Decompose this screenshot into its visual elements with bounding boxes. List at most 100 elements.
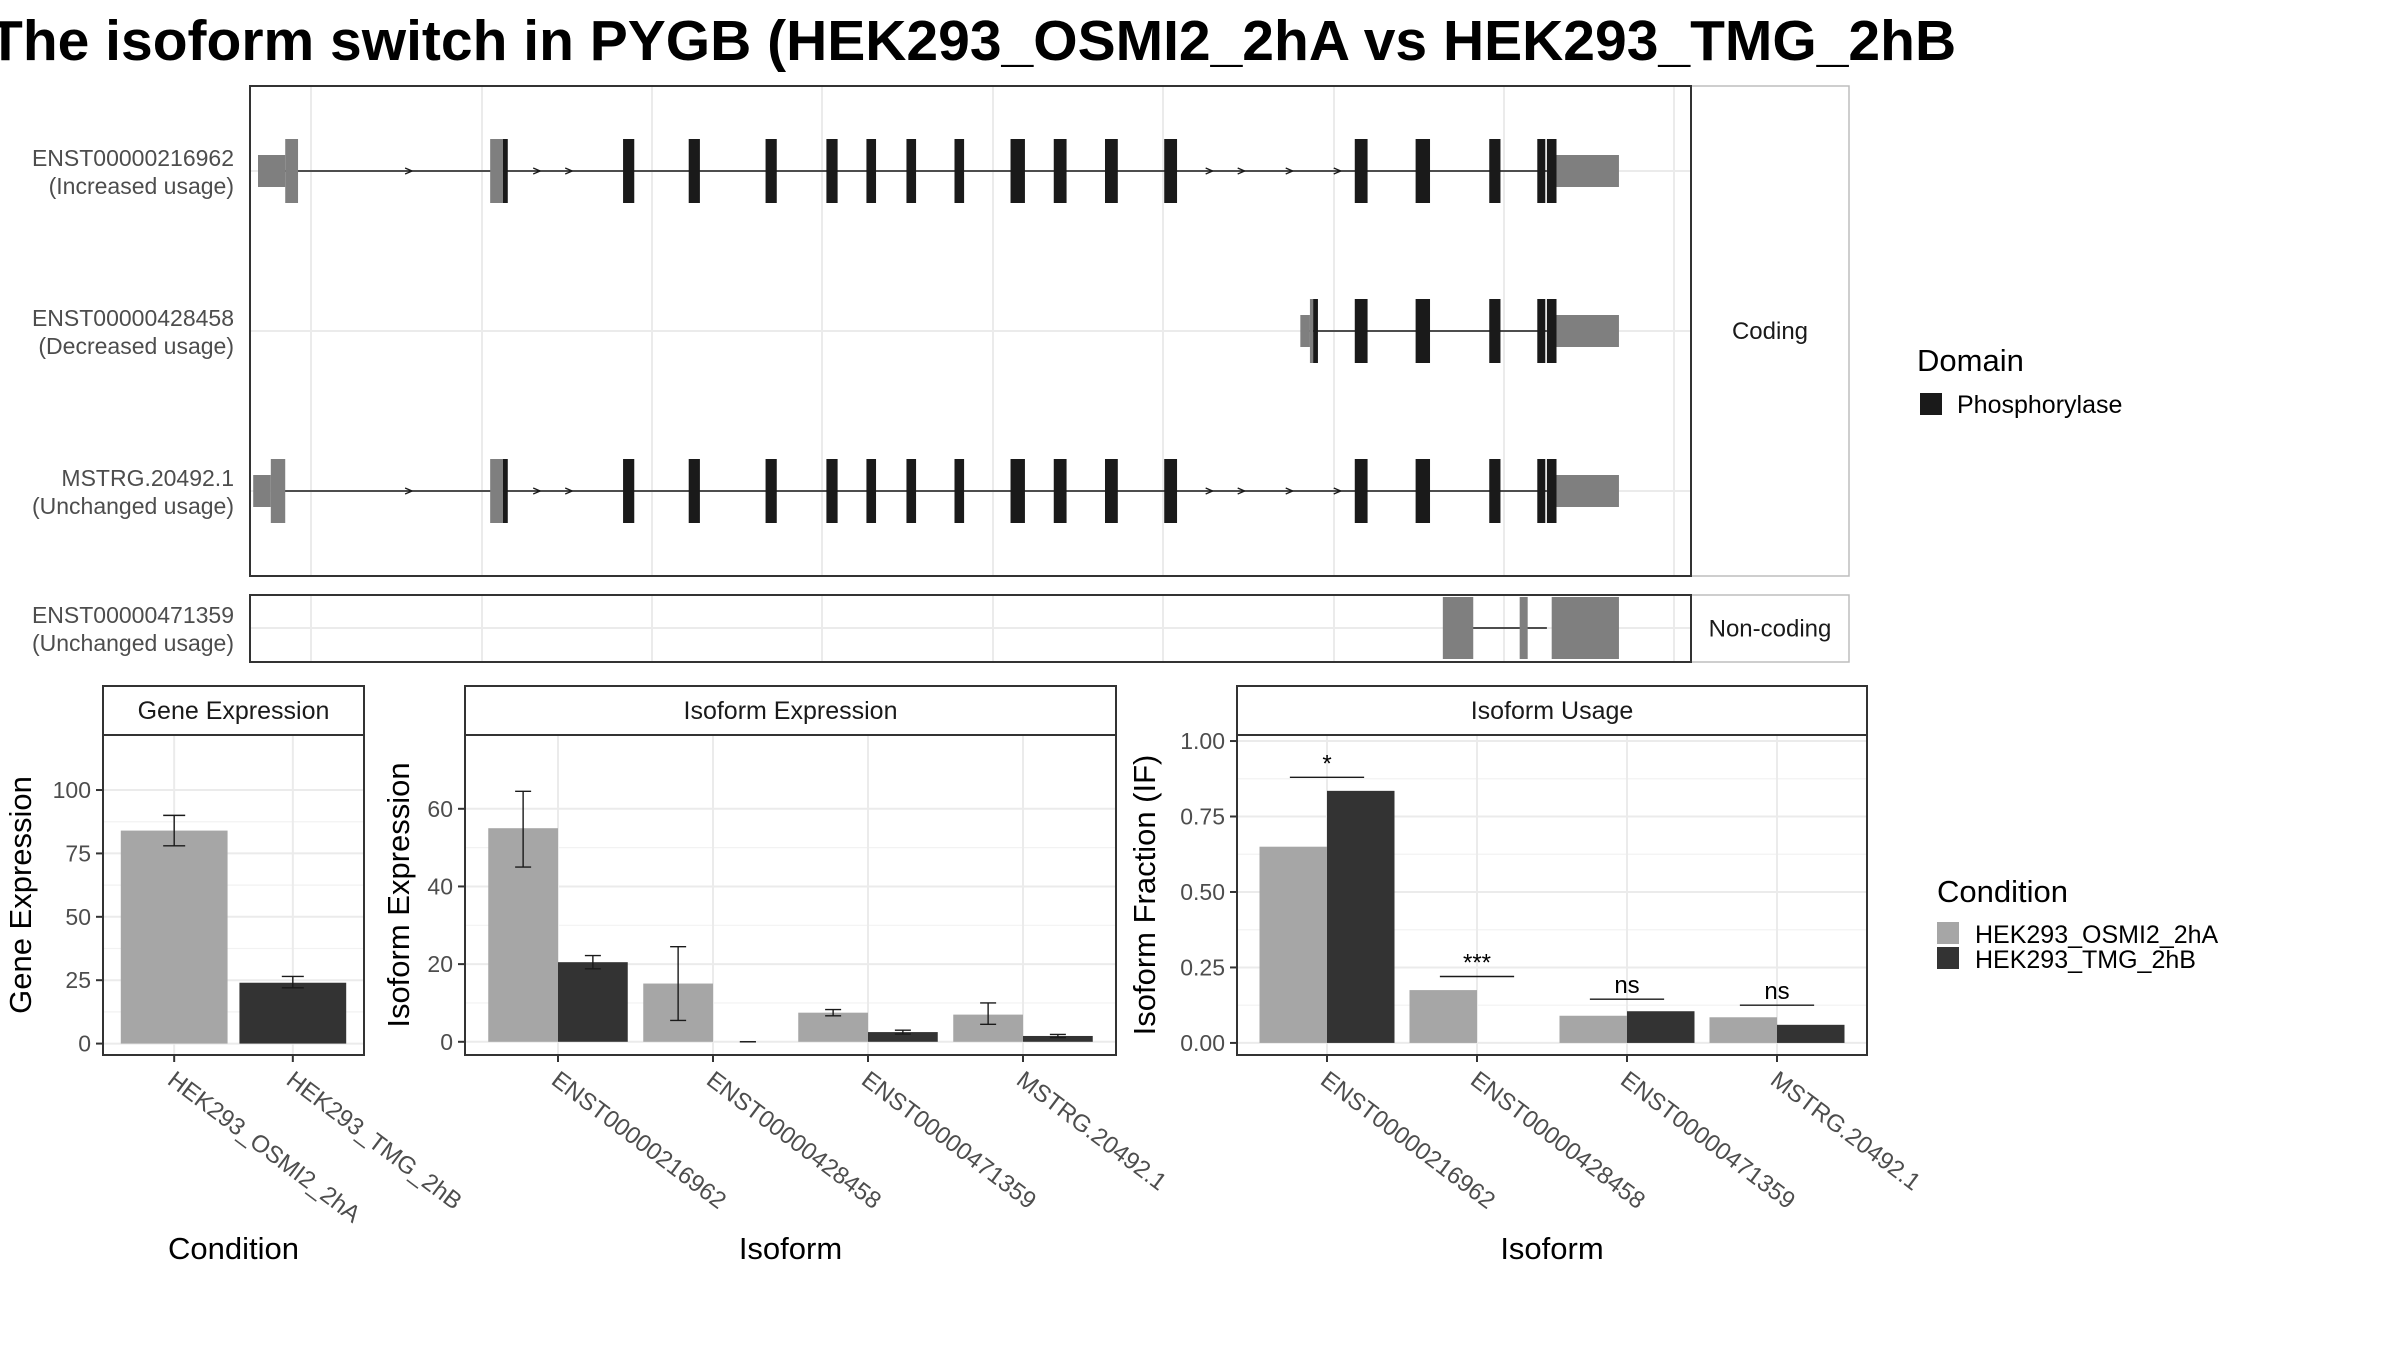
utr-exon: [1300, 315, 1310, 347]
x-tick-label: HEK293_OSMI2_2hA: [163, 1066, 366, 1228]
y-tick-label: 20: [427, 951, 453, 977]
utr-exon: [270, 459, 286, 523]
coding-exon: [1489, 299, 1501, 363]
utr-exon: [490, 139, 503, 203]
x-tick-label: MSTRG.20492.1: [1765, 1066, 1925, 1196]
coding-exon: [906, 459, 917, 523]
condition-legend-label: HEK293_OSMI2_2hA: [1975, 921, 2219, 949]
bar: [1627, 1011, 1695, 1043]
strand-arrow: [1237, 167, 1247, 175]
coding-exon: [1415, 299, 1431, 363]
coding-exon: [1537, 299, 1546, 363]
transcript-MSTRG.20492.1: MSTRG.20492.1(Unchanged usage): [32, 459, 1619, 523]
condition-legend-label: HEK293_TMG_2hB: [1975, 946, 2196, 974]
coding-exon: [623, 459, 635, 523]
utr-exon: [1309, 299, 1314, 363]
coding-exon: [906, 139, 917, 203]
strand-arrow: [1205, 167, 1215, 175]
bar: [1709, 1017, 1777, 1043]
utr-exon: [1442, 597, 1474, 659]
x-axis-title: Condition: [168, 1231, 299, 1266]
coding-exon: [1537, 139, 1546, 203]
coding-exon: [1537, 459, 1546, 523]
y-tick-label: 25: [65, 967, 91, 993]
bar: [798, 1012, 868, 1042]
transcript-usage-label: (Unchanged usage): [32, 630, 234, 656]
coding-exon: [765, 459, 777, 523]
coding-exon: [1415, 459, 1431, 523]
y-axis-title: Isoform Expression: [381, 762, 416, 1027]
bar: [1259, 846, 1327, 1043]
bar: [1023, 1035, 1093, 1042]
condition-legend-key: [1937, 922, 1959, 944]
transcript-usage-label: (Decreased usage): [38, 333, 234, 359]
coding-exon: [954, 139, 965, 203]
strand-arrow: [1285, 167, 1295, 175]
coding-exon: [826, 459, 838, 523]
y-axis-title: Gene Expression: [3, 776, 38, 1014]
significance-label: ns: [1764, 978, 1789, 1005]
utr-exon: [1551, 597, 1619, 659]
panel-title: Gene Expression: [138, 697, 330, 725]
y-tick-label: 100: [53, 777, 91, 803]
significance-label: ns: [1614, 972, 1639, 999]
coding-exon: [1354, 299, 1368, 363]
coding-exon: [1053, 459, 1067, 523]
transcript-id-label: MSTRG.20492.1: [61, 465, 234, 491]
coding-exon: [1010, 459, 1025, 523]
coding-exon: [688, 139, 700, 203]
bar: [239, 982, 347, 1044]
x-axis-title: Isoform: [739, 1231, 842, 1266]
domain-legend-title: Domain: [1917, 343, 2024, 378]
strand-arrow: [1333, 167, 1343, 175]
facet-strip: [1690, 85, 1850, 577]
strand-arrow: [564, 167, 574, 175]
bar: [1409, 990, 1477, 1043]
panel-border: [249, 594, 1692, 663]
coding-exon: [688, 459, 700, 523]
coding-exon: [1546, 299, 1557, 363]
coding-exon: [1546, 139, 1557, 203]
coding-exon: [1415, 139, 1431, 203]
utr-exon: [1550, 475, 1619, 507]
domain-legend: Domain Phosphorylase: [1917, 343, 2122, 419]
bar: [1559, 1015, 1627, 1043]
transcript-ENST00000216962: ENST00000216962(Increased usage): [32, 139, 1619, 203]
coding-exon: [1546, 459, 1557, 523]
utr-exon: [1550, 315, 1619, 347]
facet-label: Non-coding: [1709, 616, 1832, 643]
coding-exon: [1104, 459, 1118, 523]
coding-exon: [765, 139, 777, 203]
domain-legend-key: [1920, 393, 1942, 415]
coding-exon: [1104, 139, 1118, 203]
bar: [1777, 1024, 1845, 1043]
bar: [1327, 790, 1395, 1043]
y-tick-label: 50: [65, 904, 91, 930]
y-tick-label: 1.00: [1180, 728, 1225, 754]
y-axis-title: Isoform Fraction (IF): [1127, 755, 1162, 1036]
bar: [120, 830, 228, 1044]
y-tick-label: 40: [427, 873, 453, 899]
condition-legend-title: Condition: [1937, 874, 2068, 909]
coding-exon: [866, 139, 877, 203]
strand-arrow: [1205, 487, 1215, 495]
strand-arrow: [404, 487, 414, 495]
utr-exon: [285, 139, 299, 203]
coding-exon: [1053, 139, 1067, 203]
panel-isoform-expression: Isoform Expression0204060ENST00000216962…: [381, 685, 1171, 1266]
coding-exon: [1010, 139, 1025, 203]
coding-exon: [502, 459, 508, 523]
significance-label: ***: [1463, 950, 1491, 977]
panel-title: Isoform Usage: [1471, 697, 1634, 725]
y-tick-label: 75: [65, 840, 91, 866]
strand-arrow: [1333, 487, 1343, 495]
utr-exon: [1550, 155, 1619, 187]
transcript-ENST00000428458: ENST00000428458(Decreased usage): [32, 299, 1619, 363]
facet-label: Coding: [1732, 318, 1808, 345]
transcript-usage-label: (Unchanged usage): [32, 493, 234, 519]
strand-arrow: [564, 487, 574, 495]
condition-legend-key: [1937, 947, 1959, 969]
coding-exon: [1489, 139, 1501, 203]
